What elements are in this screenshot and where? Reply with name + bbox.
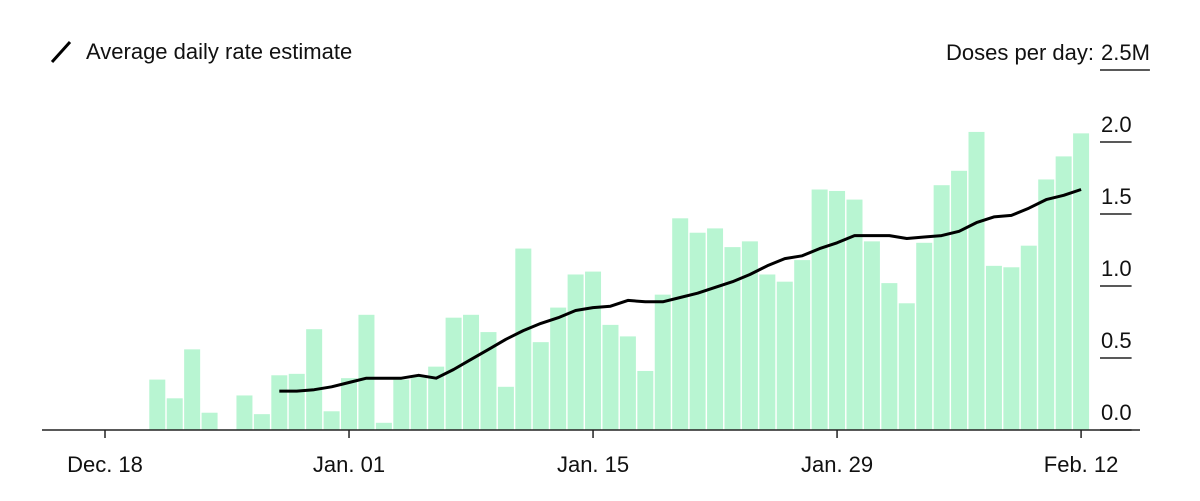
bar: [602, 324, 619, 430]
average-line: [279, 188, 1082, 393]
y-tick-label: 1.5: [1101, 184, 1132, 209]
bar: [863, 241, 880, 430]
bar: [253, 414, 270, 430]
x-tick-label: Jan. 01: [313, 452, 385, 477]
bar: [393, 379, 410, 430]
bar: [428, 366, 445, 430]
bar: [672, 218, 689, 430]
bar: [1073, 133, 1090, 431]
bar: [532, 342, 549, 430]
bar: [497, 386, 514, 430]
x-tick-label: Jan. 29: [801, 452, 873, 477]
bar: [707, 228, 724, 430]
bar: [637, 370, 654, 430]
bar: [916, 242, 933, 430]
bar: [741, 241, 758, 430]
bar: [898, 303, 915, 430]
legend-icon: [50, 40, 72, 64]
bar: [550, 307, 567, 430]
y-tick-label: 0.0: [1101, 400, 1132, 425]
bar: [1055, 156, 1072, 430]
bar: [619, 336, 636, 430]
y-tick-label: 0.5: [1101, 328, 1132, 353]
bar: [184, 349, 201, 430]
x-tick-label: Jan. 15: [557, 452, 629, 477]
x-tick-label: Feb. 12: [1044, 452, 1119, 477]
bar: [463, 314, 480, 430]
bar: [166, 398, 183, 430]
y-tick-label: 2.0: [1101, 112, 1132, 137]
bar: [689, 232, 706, 430]
bar: [236, 395, 253, 430]
x-tick-label: Dec. 18: [67, 452, 143, 477]
bar: [375, 422, 392, 430]
y-axis-label: Doses per day:: [946, 40, 1094, 65]
legend-label: Average daily rate estimate: [86, 39, 352, 64]
bar: [794, 260, 811, 430]
bar: [829, 190, 846, 430]
bar: [445, 317, 462, 430]
bar: [759, 274, 776, 430]
bar: [201, 412, 218, 430]
bar: [1020, 245, 1037, 430]
bar: [951, 170, 968, 431]
bar: [585, 271, 602, 430]
bar: [811, 189, 828, 430]
bar: [306, 329, 323, 430]
bar: [968, 131, 985, 431]
bar: [341, 378, 358, 430]
bar: [1003, 267, 1020, 430]
bar: [846, 199, 863, 430]
bar: [480, 332, 497, 430]
bar: [933, 185, 950, 430]
bar: [410, 375, 427, 430]
bar: [724, 247, 741, 430]
bar: [149, 379, 166, 430]
bar: [288, 373, 305, 430]
y-tick-label: 1.0: [1101, 256, 1132, 281]
bar: [358, 314, 375, 430]
bar: [271, 375, 288, 430]
bar: [1038, 179, 1055, 430]
bar: [323, 411, 340, 430]
bar: [567, 274, 584, 430]
bar: [985, 265, 1002, 430]
bar: [881, 283, 898, 430]
bar: [654, 294, 671, 430]
y-tick-label: 2.5M: [1101, 40, 1150, 65]
bar: [776, 281, 793, 430]
bar: [515, 248, 532, 430]
